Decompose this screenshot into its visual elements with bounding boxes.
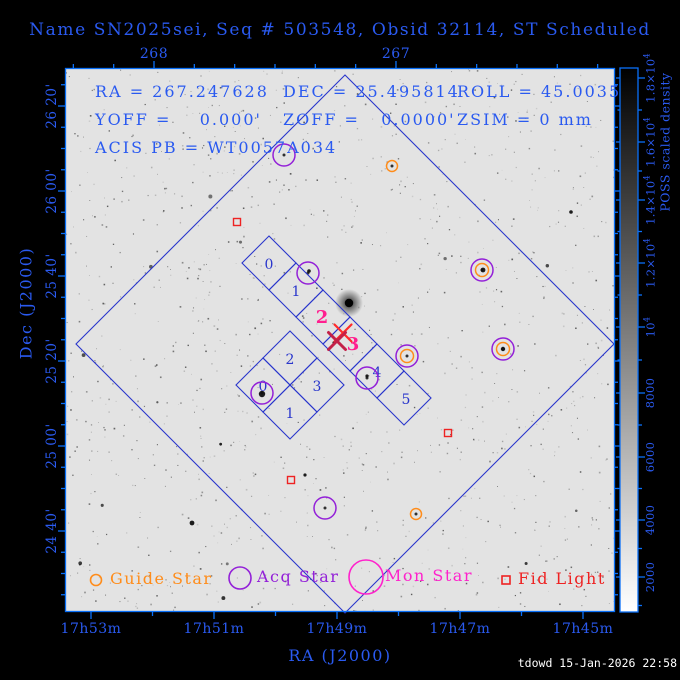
annotation-acis-pb: ACIS PB = WT0057A034	[95, 138, 338, 157]
plot-frame	[64, 67, 616, 613]
acq-star-marker	[313, 496, 337, 520]
annotation-roll: ROLL = 45.0035	[457, 82, 622, 101]
fid-light-marker	[232, 217, 242, 227]
guide-star-marker	[409, 507, 423, 521]
timestamp: tdowd 15-Jan-2026 22:58	[517, 656, 677, 670]
acq-star-marker	[250, 381, 274, 405]
guide-star-marker	[385, 159, 399, 173]
guide-star-marker	[474, 262, 490, 278]
acis-s-chip-label: 5	[402, 392, 411, 408]
acis-i-chip-label: 0	[259, 379, 268, 395]
acis-i-chip-label: 2	[286, 352, 295, 368]
annotation-zsim: ZSIM = 0 mm	[457, 110, 593, 129]
colorbar	[619, 67, 639, 613]
guide-star-marker	[495, 341, 511, 357]
legend-icon-guide-star	[89, 573, 103, 587]
acq-star-marker	[272, 143, 296, 167]
legend-icon-fid-light	[501, 575, 511, 585]
annotation-dec: DEC = 25.495814	[283, 82, 460, 101]
acis-s-chip-5	[376, 370, 432, 426]
acis-s-chip-label: 1	[292, 284, 301, 300]
acis-i-chip-label: 1	[286, 406, 295, 422]
legend-icon-mon-star	[348, 559, 384, 595]
acq-star-marker	[296, 261, 320, 285]
annotation-ra: RA = 267.247628	[95, 82, 269, 101]
acq-star-marker	[470, 258, 494, 282]
galaxy-core	[344, 298, 354, 308]
target-x-icon	[327, 331, 347, 351]
acis-i-chip-1	[262, 384, 318, 440]
acq-star-marker	[355, 366, 379, 390]
acis-s-chip-label: 0	[265, 257, 274, 273]
fid-light-marker	[443, 428, 453, 438]
legend-icon-acq-star	[228, 566, 252, 590]
fov-outline	[75, 74, 615, 614]
acis-i-chip-label: 3	[313, 379, 322, 395]
acq-star-marker	[491, 337, 515, 361]
fid-light-marker	[286, 475, 296, 485]
annotation-yoff: YOFF = 0.000'	[95, 110, 262, 129]
guide-star-marker	[399, 348, 415, 364]
acis-s-chip-label: 2	[316, 307, 329, 328]
plot-title: Name SN2025sei, Seq # 503548, Obsid 3211…	[29, 20, 651, 40]
x-axis-label: RA (J2000)	[288, 646, 392, 665]
acq-star-marker	[395, 344, 419, 368]
annotation-zoff: ZOFF = 0.0000'	[283, 110, 456, 129]
